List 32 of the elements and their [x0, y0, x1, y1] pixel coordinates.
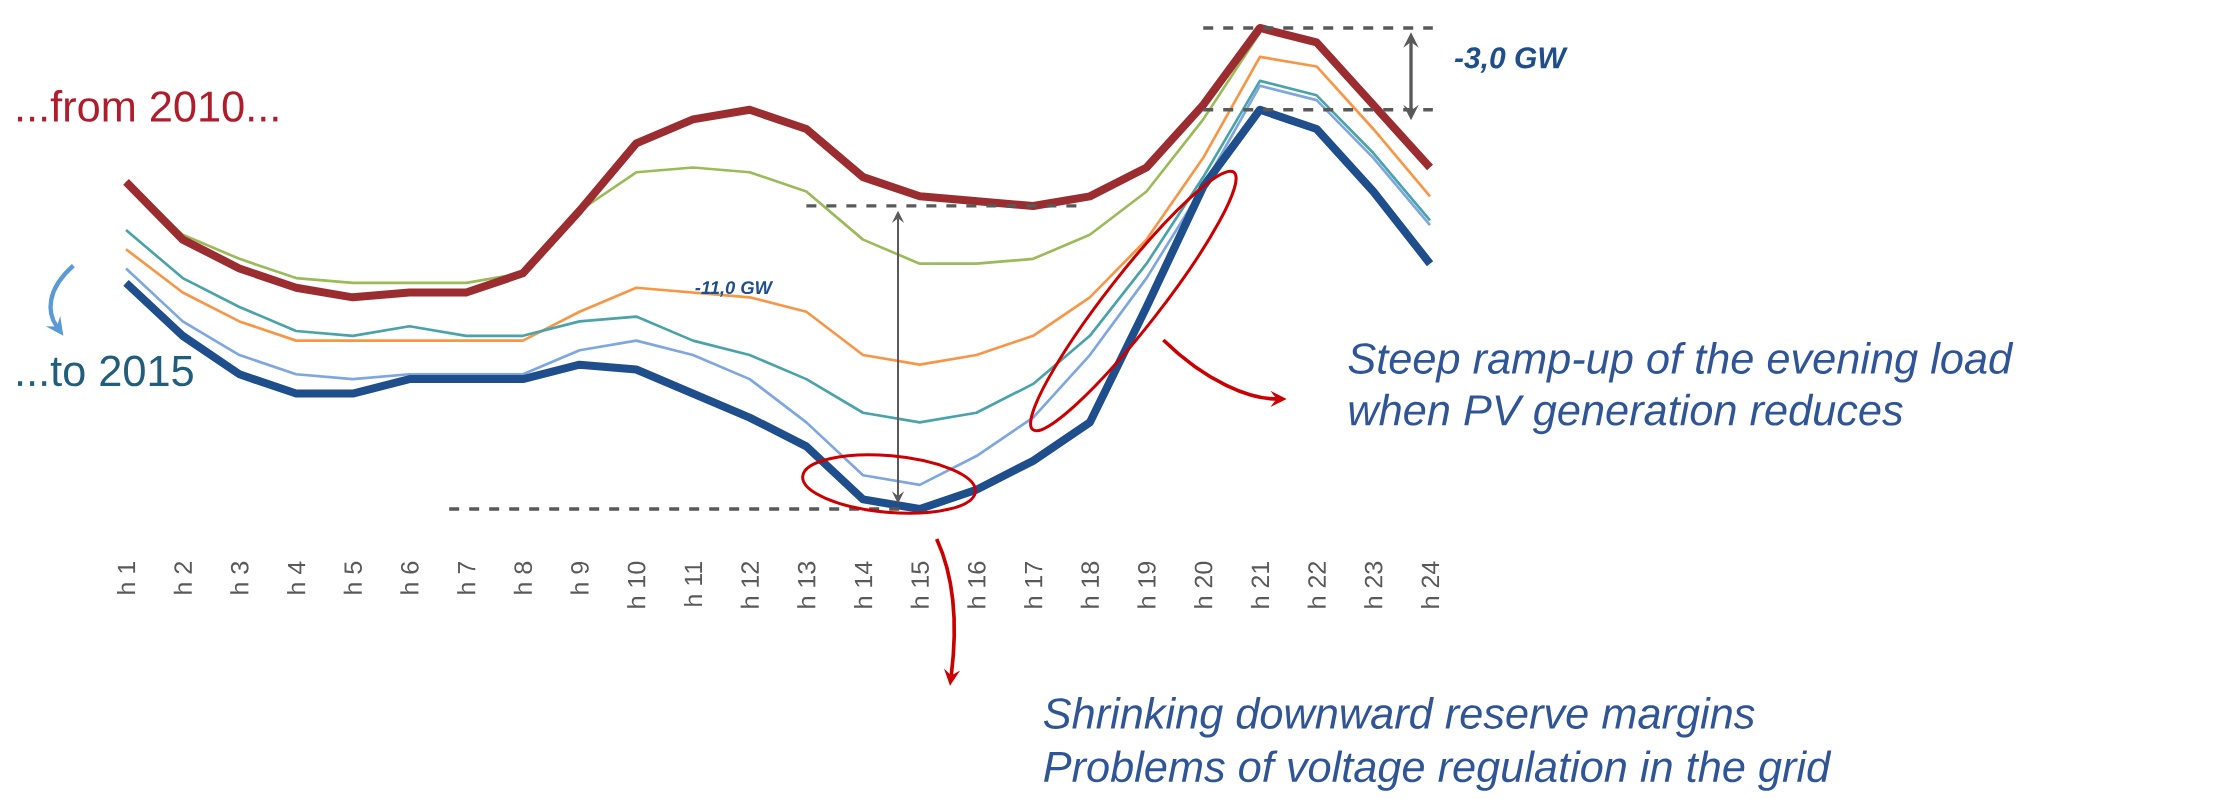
x-tick-label: h 20 [1194, 561, 1213, 608]
x-tick-label: h 3 [230, 561, 249, 594]
x-tick-label: h 4 [287, 561, 306, 594]
annotation: Steep ramp-up of the evening load [1348, 342, 2014, 383]
annotation: -3,0 GW [1454, 47, 1568, 73]
annotation: -11,0 GW [695, 281, 774, 297]
x-tick-label: h 23 [1364, 561, 1383, 608]
annotation: ...from 2010... [17, 90, 278, 122]
x-tick-label: h 15 [910, 561, 929, 608]
x-tick-label: h 13 [797, 561, 816, 608]
x-tick-label: h 22 [1307, 562, 1326, 608]
x-tick-label: h 24 [1420, 561, 1440, 608]
annotation: ...to 2015 [17, 355, 193, 387]
x-tick-label: h 6 [400, 561, 419, 594]
x-tick-label: h 8 [513, 561, 533, 594]
x-tick-label: h 19 [1137, 561, 1156, 608]
x-tick-label: h 21 [1250, 561, 1269, 608]
x-tick-label: h 5 [343, 561, 362, 594]
x-tick-label: h 7 [457, 562, 476, 594]
annotation: when PV generation reduces [1349, 393, 1903, 435]
x-tick-label: h 10 [627, 561, 646, 608]
x-tick-label: h 11 [683, 561, 703, 606]
text: Shrinking downward reserve margins [1043, 697, 1755, 738]
x-tick-label: h 16 [967, 561, 986, 608]
x-tick-label: h 9 [570, 561, 589, 594]
x-tick-label: h 12 [740, 562, 759, 608]
x-tick-label: h 14 [854, 561, 873, 608]
x-tick-label: h 1 [116, 561, 136, 594]
x-tick-label: h 17 [1024, 562, 1043, 608]
text: Problems of voltage regulation in the grid [1044, 750, 1832, 791]
x-tick-label: h 18 [1080, 561, 1100, 608]
x-tick-label: h 2 [173, 562, 192, 594]
